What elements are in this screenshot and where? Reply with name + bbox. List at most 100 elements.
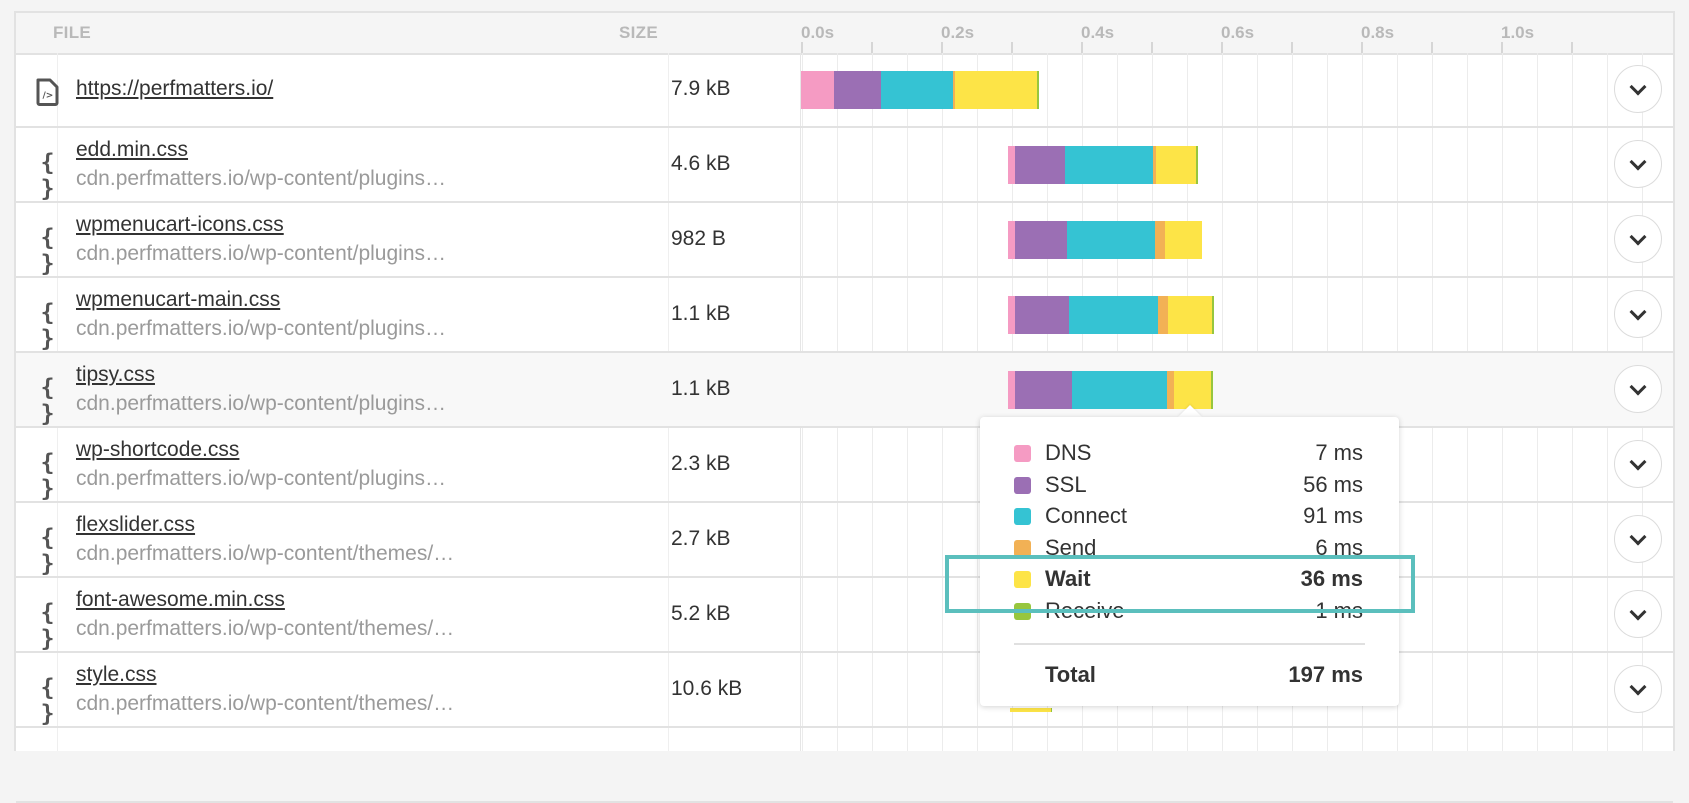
html-document-icon: /> <box>34 78 62 111</box>
file-size: 7.9 kB <box>671 77 731 100</box>
color-swatch <box>1014 476 1031 494</box>
css-braces-icon: { } <box>40 300 56 352</box>
timing-segment-ssl <box>1015 221 1067 259</box>
axis-tick <box>1011 42 1013 53</box>
chevron-down-icon <box>1629 378 1647 395</box>
timing-bar[interactable] <box>1008 221 1202 259</box>
axis-tick <box>871 42 873 53</box>
expand-row-button[interactable] <box>1614 65 1662 113</box>
timing-label: SSL <box>1045 471 1087 497</box>
timing-segment-connect <box>1067 221 1155 259</box>
file-name-link[interactable]: wpmenucart-main.css <box>76 288 281 311</box>
file-path: cdn.perfmatters.io/wp-content/plugins… <box>76 392 447 415</box>
axis-tick <box>1221 42 1223 53</box>
timing-value: 91 ms <box>1303 503 1363 529</box>
expand-row-button[interactable] <box>1614 590 1662 638</box>
axis-tick <box>1291 42 1293 53</box>
tooltip-arrow <box>1178 405 1202 417</box>
axis-tick-label: 0.0s <box>801 23 835 42</box>
timing-label: DNS <box>1045 440 1092 465</box>
expand-row-button[interactable] <box>1614 665 1662 713</box>
timing-segment-send <box>1153 146 1156 184</box>
timing-segment-send <box>953 71 955 109</box>
file-name-link[interactable]: style.css <box>76 663 157 686</box>
color-swatch <box>1014 539 1031 557</box>
expand-row-button[interactable] <box>1614 290 1662 338</box>
tooltip-divider <box>1014 643 1365 645</box>
file-name-link[interactable]: flexslider.css <box>76 513 196 536</box>
expand-row-button[interactable] <box>1614 215 1662 263</box>
timing-bar[interactable] <box>1010 708 1052 712</box>
css-braces-icon: { } <box>40 600 56 652</box>
axis-tick <box>1571 42 1573 53</box>
request-row[interactable]: { } wp-shortcode.css cdn.perfmatters.io/wp… <box>16 428 1673 503</box>
request-row[interactable]: { } wpmenucart-main.css cdn.perfmatters.io… <box>16 278 1673 353</box>
file-path: cdn.perfmatters.io/wp-content/plugins… <box>76 242 447 265</box>
color-swatch <box>1014 445 1031 462</box>
request-row[interactable]: { } tipsy.css cdn.perfmatters.io/wp-conten… <box>16 353 1673 428</box>
timing-segment-dns <box>1008 371 1015 409</box>
timing-label: Wait <box>1045 566 1091 592</box>
timing-bar[interactable] <box>801 71 1039 109</box>
expand-row-button[interactable] <box>1614 365 1662 413</box>
timing-segment-connect <box>1072 371 1167 409</box>
chevron-down-icon <box>1629 228 1647 245</box>
size-column-header[interactable]: SIZE <box>619 23 658 42</box>
svg-text:/>: /> <box>43 91 54 101</box>
color-swatch <box>1014 508 1031 526</box>
file-name-link[interactable]: wp-shortcode.css <box>76 438 240 461</box>
timing-bar[interactable] <box>1008 371 1213 409</box>
timing-segment-dns <box>801 71 834 109</box>
axis-tick <box>1431 42 1433 53</box>
file-size: 5.2 kB <box>671 602 731 625</box>
request-row[interactable]: { } edd.min.css cdn.perfmatters.io/wp-cont… <box>16 128 1673 203</box>
file-name-link[interactable]: wpmenucart-icons.css <box>76 213 284 236</box>
timing-segment-ssl <box>1015 296 1069 334</box>
timing-segment-dns <box>1008 296 1015 334</box>
css-braces-icon: { } <box>40 450 56 502</box>
request-row[interactable]: { } style.css cdn.perfmatters.io/wp-conten… <box>16 653 1673 728</box>
chevron-down-icon <box>1629 453 1647 470</box>
expand-row-button[interactable] <box>1614 140 1662 188</box>
timing-segment-connect <box>1065 146 1153 184</box>
timing-segment-wait <box>1165 221 1202 259</box>
timing-label: Connect <box>1045 503 1127 529</box>
timing-bar[interactable] <box>1008 146 1198 184</box>
file-name-link[interactable]: https://perfmatters.io/ <box>76 77 274 100</box>
timing-segment-wait <box>1010 708 1051 712</box>
request-row[interactable]: { } flexslider.css cdn.perfmatters.io/wp-c… <box>16 503 1673 578</box>
request-row[interactable]: { } wpmenucart-icons.css cdn.perfmatters.i… <box>16 203 1673 278</box>
chevron-down-icon <box>1629 78 1647 95</box>
total-value: 197 ms <box>1288 662 1363 687</box>
file-size: 4.6 kB <box>671 152 731 175</box>
timing-value: 56 ms <box>1303 471 1363 497</box>
axis-tick <box>1501 42 1503 53</box>
timing-segment-send <box>1158 296 1168 334</box>
expand-row-button[interactable] <box>1614 515 1662 563</box>
axis-tick <box>801 42 803 53</box>
axis-tick <box>1081 42 1083 53</box>
timing-segment-send <box>1155 221 1165 259</box>
file-name-link[interactable]: font-awesome.min.css <box>76 588 285 611</box>
tooltip-item-ssl: SSL 56 ms <box>1014 471 1363 501</box>
request-row[interactable]: /> https://perfmatters.io/7.9 kB <box>16 53 1673 128</box>
file-path: cdn.perfmatters.io/wp-content/plugins… <box>76 317 447 340</box>
timing-segment-receive <box>1196 146 1198 184</box>
file-size: 982 B <box>671 227 726 250</box>
timing-segment-ssl <box>834 71 881 109</box>
file-name-link[interactable]: tipsy.css <box>76 363 155 386</box>
file-path: cdn.perfmatters.io/wp-content/plugins… <box>76 167 447 190</box>
file-column-header[interactable]: FILE <box>53 23 92 42</box>
file-path: cdn.perfmatters.io/wp-content/themes/… <box>76 617 455 640</box>
axis-tick <box>1151 42 1153 53</box>
timing-segment-wait <box>1168 296 1212 334</box>
file-size: 2.7 kB <box>671 527 731 550</box>
expand-row-button[interactable] <box>1614 440 1662 488</box>
request-row[interactable]: { } font-awesome.min.css cdn.perfmatters.i… <box>16 578 1673 653</box>
axis-tick-label: 1.0s <box>1501 23 1535 42</box>
request-row[interactable] <box>16 728 1673 803</box>
axis-tick-label: 0.8s <box>1361 23 1395 42</box>
file-name-link[interactable]: edd.min.css <box>76 138 189 161</box>
timing-bar[interactable] <box>1008 296 1214 334</box>
file-size: 2.3 kB <box>671 452 731 475</box>
